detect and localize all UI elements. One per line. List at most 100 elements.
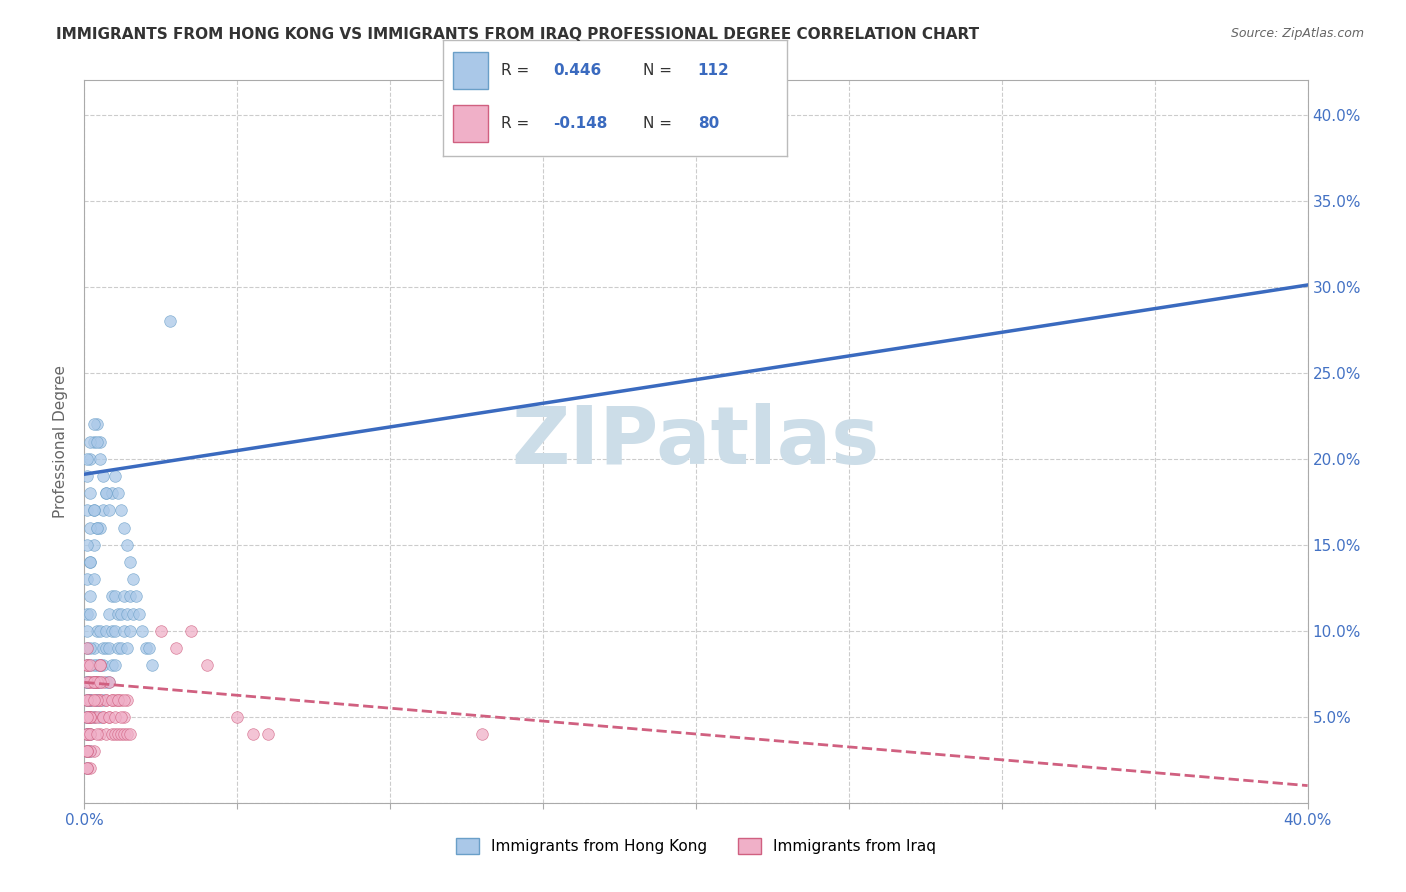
Point <box>79 744 101 758</box>
Point <box>83 538 105 552</box>
Point <box>76 538 98 552</box>
Point <box>83 710 105 724</box>
Point <box>101 727 124 741</box>
Point <box>86 434 108 449</box>
Point <box>91 658 114 673</box>
Point <box>94 675 117 690</box>
Point <box>149 624 172 638</box>
Point <box>79 710 101 724</box>
Point <box>86 675 108 690</box>
Point <box>76 503 98 517</box>
Point <box>97 640 120 655</box>
Point <box>104 624 127 638</box>
Point <box>112 727 135 741</box>
Point <box>76 658 98 673</box>
Point <box>83 675 105 690</box>
Point <box>76 710 98 724</box>
Point <box>86 520 108 534</box>
Point <box>91 710 114 724</box>
Point <box>112 692 135 706</box>
Point <box>76 744 98 758</box>
Point <box>83 744 105 758</box>
Point <box>83 658 105 673</box>
Point <box>83 675 105 690</box>
Point <box>76 761 98 775</box>
Bar <box>453 105 488 142</box>
Point <box>107 486 129 500</box>
Point <box>94 640 117 655</box>
Point <box>101 692 124 706</box>
Point <box>97 503 120 517</box>
Point <box>128 607 150 621</box>
Point <box>135 640 157 655</box>
Point <box>76 658 98 673</box>
Point <box>94 692 117 706</box>
Point <box>110 692 132 706</box>
Point <box>83 710 105 724</box>
Point <box>76 675 98 690</box>
Point <box>86 520 108 534</box>
Point <box>101 692 124 706</box>
Point <box>257 727 280 741</box>
Point <box>83 675 105 690</box>
Point <box>76 692 98 706</box>
Point <box>76 640 98 655</box>
Point <box>86 624 108 638</box>
Point <box>89 727 111 741</box>
Point <box>86 710 108 724</box>
Point <box>76 640 98 655</box>
Y-axis label: Professional Degree: Professional Degree <box>53 365 69 518</box>
Point <box>76 675 98 690</box>
Point <box>79 727 101 741</box>
Point <box>94 692 117 706</box>
Point <box>79 692 101 706</box>
Point <box>76 692 98 706</box>
Point <box>79 555 101 569</box>
Point <box>76 469 98 483</box>
Point <box>76 761 98 775</box>
Point <box>76 710 98 724</box>
Point <box>79 761 101 775</box>
Point <box>76 675 98 690</box>
Point <box>110 727 132 741</box>
Point <box>107 607 129 621</box>
Point <box>79 451 101 466</box>
Point <box>101 486 124 500</box>
Legend: Immigrants from Hong Kong, Immigrants from Iraq: Immigrants from Hong Kong, Immigrants fr… <box>450 832 942 860</box>
Point <box>89 520 111 534</box>
Point <box>112 590 135 604</box>
Point <box>115 538 138 552</box>
Point <box>89 675 111 690</box>
Point <box>104 469 127 483</box>
Point <box>86 658 108 673</box>
Point <box>76 572 98 586</box>
Point <box>110 710 132 724</box>
Point <box>120 590 142 604</box>
Point <box>101 658 124 673</box>
Point <box>79 555 101 569</box>
Point <box>86 417 108 432</box>
Point <box>89 624 111 638</box>
Point <box>91 503 114 517</box>
Point <box>91 469 114 483</box>
Point <box>89 658 111 673</box>
Point <box>86 692 108 706</box>
Point <box>89 658 111 673</box>
Point <box>94 624 117 638</box>
Point <box>101 590 124 604</box>
Point <box>79 658 101 673</box>
Point <box>83 692 105 706</box>
Point <box>104 590 127 604</box>
Point <box>76 624 98 638</box>
Point <box>104 658 127 673</box>
Point <box>79 692 101 706</box>
Point <box>107 727 129 741</box>
Point <box>79 710 101 724</box>
Point <box>89 434 111 449</box>
Point <box>125 590 148 604</box>
Point <box>76 727 98 741</box>
Point <box>86 675 108 690</box>
Point <box>76 744 98 758</box>
Text: R =: R = <box>502 62 534 78</box>
Point <box>76 658 98 673</box>
